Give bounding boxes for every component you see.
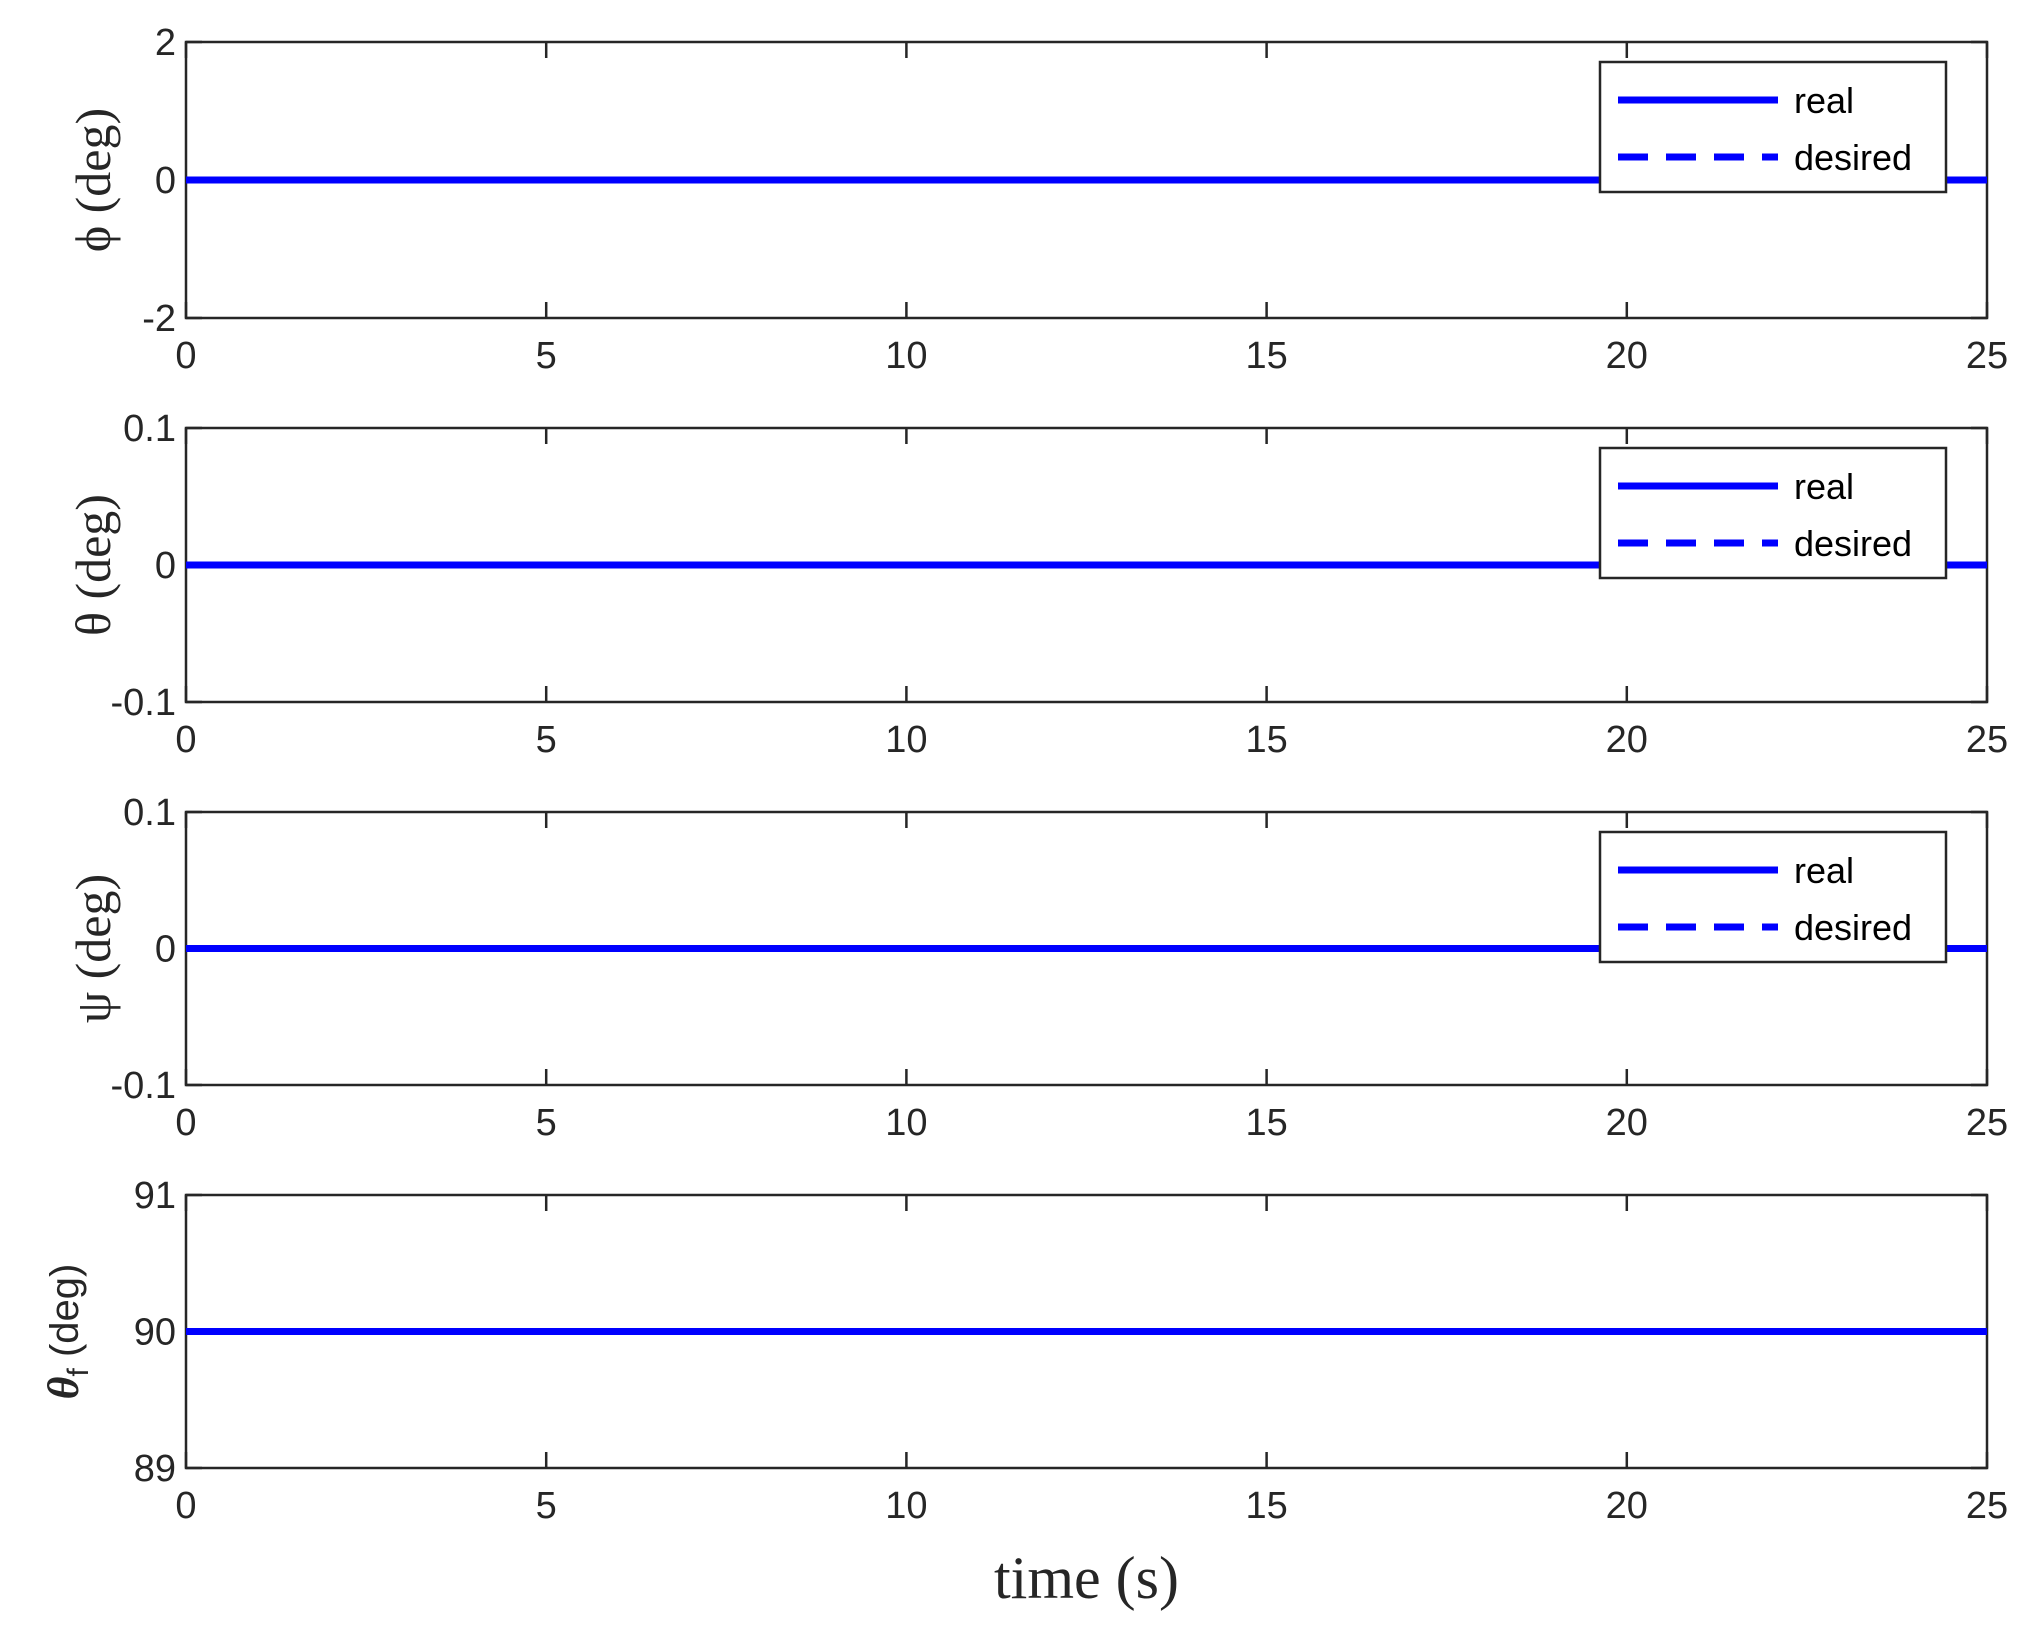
- y-tick-label: 0: [155, 545, 176, 587]
- y-axis-label: θ (deg): [65, 494, 121, 636]
- x-ticks: 0 5 10 15 20 25: [175, 812, 2008, 1144]
- y-tick-label: -0.1: [111, 682, 176, 724]
- legend: real desired: [1598, 446, 1948, 580]
- legend-label-desired: desired: [1794, 137, 1912, 178]
- y-axis-label-sub: f: [62, 1368, 95, 1377]
- legend-box: [1598, 830, 1948, 964]
- x-tick-label: 25: [1966, 335, 2008, 377]
- y-tick-label: -0.1: [111, 1065, 176, 1107]
- y-tick-label: 89: [134, 1448, 176, 1490]
- x-tick-label: 5: [536, 1102, 557, 1144]
- y-tick-label: -2: [142, 298, 176, 340]
- x-tick-label: 20: [1606, 719, 1648, 761]
- y-tick-label: 0.1: [123, 408, 176, 450]
- y-tick-label: 0: [155, 160, 176, 202]
- y-tick-label: 0.1: [123, 792, 176, 834]
- x-tick-label: 15: [1245, 335, 1287, 377]
- x-tick-label: 20: [1606, 1102, 1648, 1144]
- y-ticks: 89 90 91: [134, 1175, 1987, 1490]
- legend-box: [1598, 60, 1948, 194]
- x-tick-label: 20: [1606, 335, 1648, 377]
- legend-box: [1598, 446, 1948, 580]
- x-tick-label: 5: [536, 335, 557, 377]
- x-tick-label: 10: [885, 1485, 927, 1527]
- x-ticks: 0 5 10 15 20 25: [175, 428, 2008, 761]
- x-tick-label: 25: [1966, 1102, 2008, 1144]
- legend-label-real: real: [1794, 850, 1854, 891]
- x-tick-label: 0: [175, 335, 196, 377]
- legend-label-desired: desired: [1794, 907, 1912, 948]
- y-ticks: -0.1 0 0.1: [111, 408, 1987, 724]
- y-axis-label-main: θ: [39, 1376, 88, 1399]
- subplot-theta-f: 0 5 10 15 20 25 89 90 91 θf (deg): [39, 1175, 2008, 1527]
- x-tick-label: 5: [536, 719, 557, 761]
- x-ticks: 0 5 10 15 20 25: [175, 42, 2008, 377]
- legend: real desired: [1598, 60, 1948, 194]
- x-tick-label: 0: [175, 1485, 196, 1527]
- legend-label-real: real: [1794, 466, 1854, 507]
- legend: real desired: [1598, 830, 1948, 964]
- x-tick-label: 5: [536, 1485, 557, 1527]
- x-tick-label: 10: [885, 1102, 927, 1144]
- y-tick-label: 90: [134, 1312, 176, 1354]
- x-tick-label: 10: [885, 719, 927, 761]
- x-tick-label: 0: [175, 719, 196, 761]
- x-tick-label: 20: [1606, 1485, 1648, 1527]
- x-axis-label: time (s): [994, 1545, 1179, 1611]
- y-axis-label: ϕ (deg): [65, 108, 121, 252]
- x-tick-label: 25: [1966, 1485, 2008, 1527]
- legend-label-real: real: [1794, 80, 1854, 121]
- x-tick-label: 25: [1966, 719, 2008, 761]
- x-tick-label: 15: [1245, 1102, 1287, 1144]
- y-tick-label: 91: [134, 1175, 176, 1217]
- y-axis-label: ψ (deg): [65, 874, 121, 1023]
- x-tick-label: 0: [175, 1102, 196, 1144]
- y-axis-label-rest: (deg): [43, 1264, 87, 1369]
- y-axis-label: θf (deg): [39, 1264, 95, 1400]
- y-tick-label: 2: [155, 22, 176, 64]
- y-tick-label: 0: [155, 929, 176, 971]
- x-tick-label: 15: [1245, 1485, 1287, 1527]
- x-ticks: 0 5 10 15 20 25: [175, 1195, 2008, 1527]
- x-tick-label: 10: [885, 335, 927, 377]
- legend-label-desired: desired: [1794, 523, 1912, 564]
- x-tick-label: 15: [1245, 719, 1287, 761]
